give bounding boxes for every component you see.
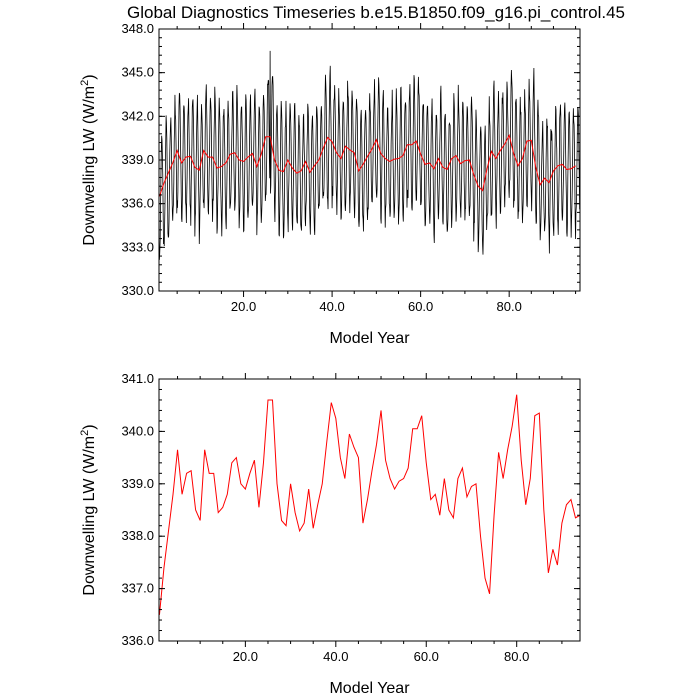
y-tick-label: 341.0 <box>121 371 154 386</box>
x-tick-label: 60.0 <box>414 649 439 664</box>
x-axis-label: Model Year <box>329 680 410 697</box>
series-line-annual-mean <box>159 133 576 197</box>
y-tick-label: 336.0 <box>121 196 154 211</box>
y-tick-label: 338.0 <box>121 528 154 543</box>
series-line-annual-mean <box>159 394 580 615</box>
x-axis-label: Model Year <box>329 330 410 347</box>
y-tick-label: 339.0 <box>121 152 154 167</box>
y-tick-label: 337.0 <box>121 581 154 596</box>
y-axis-label: Downwelling LW (W/m2) <box>79 74 98 245</box>
plot-frame <box>158 378 581 642</box>
top-panel: 330.0 333.0 336.0 339.0 342.0 345.0 348.0 20.0 4… <box>79 21 581 347</box>
y-tick-label: 348.0 <box>121 21 154 36</box>
x-tick-label: 60.0 <box>408 299 433 314</box>
chart-title: Global Diagnostics Timeseries b.e15.B185… <box>127 3 625 22</box>
x-tick-label: 20.0 <box>233 649 258 664</box>
y-tick-label: 342.0 <box>121 108 154 123</box>
y-tick-label: 336.0 <box>121 633 154 648</box>
x-tick-label: 80.0 <box>504 649 529 664</box>
bottom-panel: 336.0 337.0 338.0 339.0 340.0 341.0 20.0 40.0 60… <box>79 371 581 697</box>
x-tick-label: 40.0 <box>323 649 348 664</box>
x-tick-label: 20.0 <box>231 299 256 314</box>
y-tick-label: 333.0 <box>121 239 154 254</box>
y-tick-label: 330.0 <box>121 283 154 298</box>
y-tick-label: 345.0 <box>121 65 154 80</box>
series-line-monthly <box>159 50 580 260</box>
y-tick-label: 340.0 <box>121 423 154 438</box>
y-axis-label: Downwelling LW (W/m2) <box>79 424 98 595</box>
x-tick-label: 80.0 <box>497 299 522 314</box>
x-tick-label: 40.0 <box>319 299 344 314</box>
y-tick-label: 339.0 <box>121 476 154 491</box>
